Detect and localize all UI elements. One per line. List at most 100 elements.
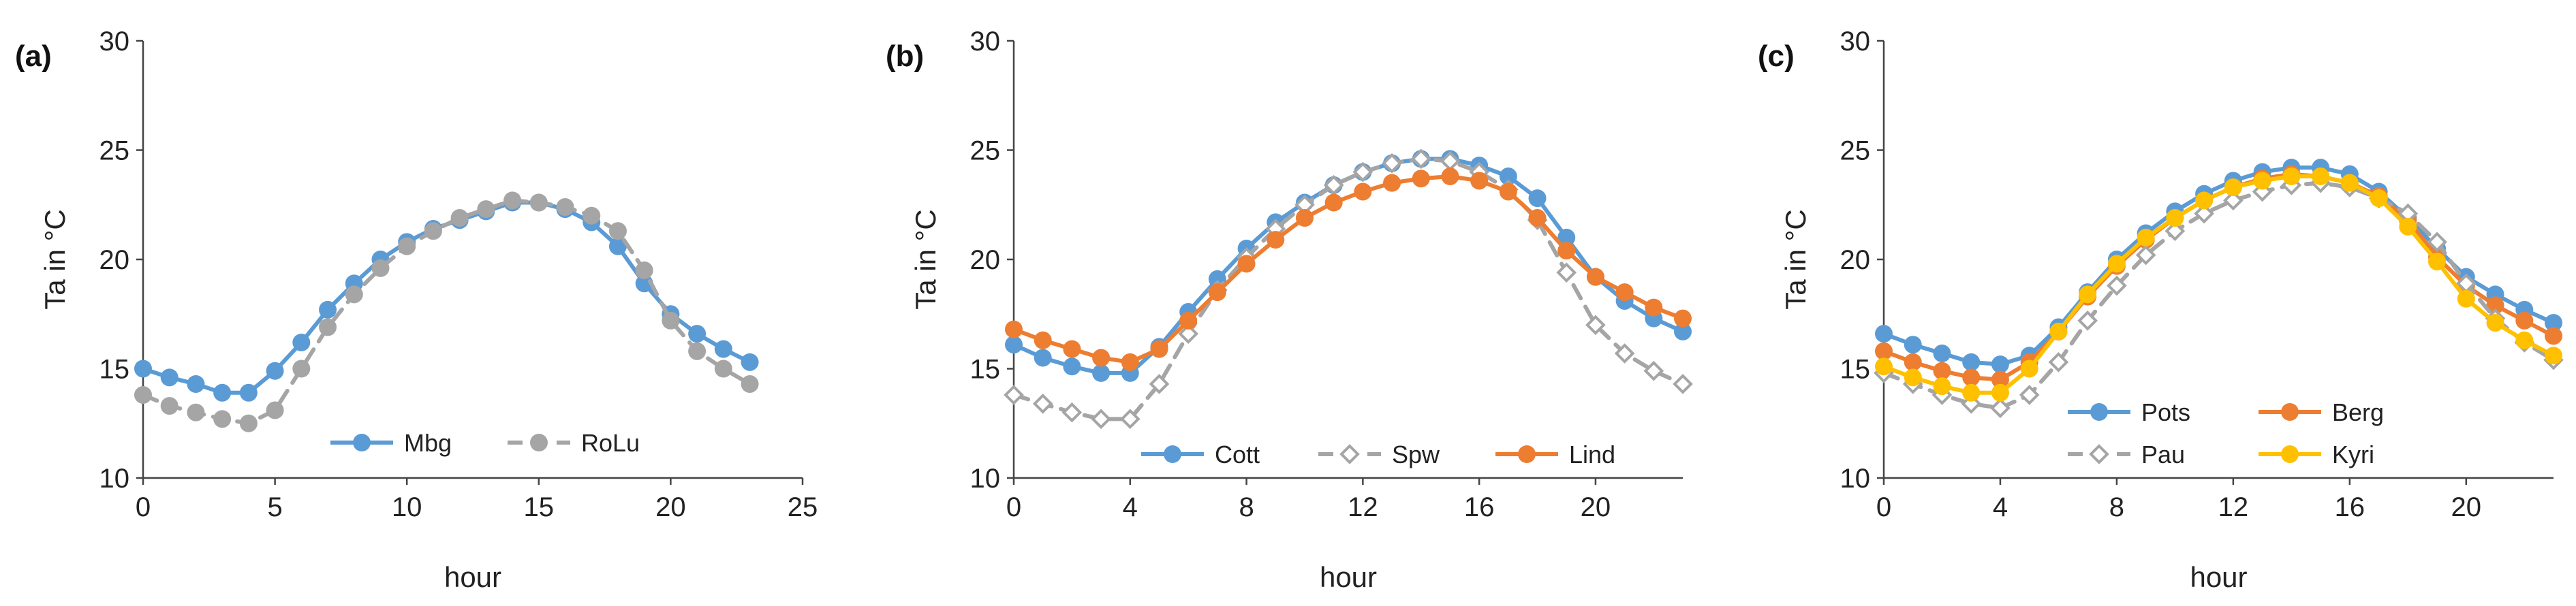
y-tick-label-1: 15 (970, 355, 1001, 385)
legend-item-Cott: Cott (1141, 441, 1260, 468)
x-axis-label-1: hour (1320, 561, 1377, 593)
data-point-Lind (1005, 320, 1023, 338)
series-Cott (1005, 150, 1692, 382)
data-point-Pots (1904, 336, 1922, 354)
data-point-Mbg (319, 300, 337, 319)
data-point-Mbg (213, 383, 232, 402)
data-point-Cott (1005, 336, 1023, 354)
data-point-Lind (1557, 242, 1576, 260)
series-Berg (1875, 165, 2562, 389)
legend-swatch-marker-Pau (2089, 444, 2109, 464)
data-point-Kyri (2312, 168, 2330, 186)
panel-0: (a) 10 15 20 25 30 0 5 10 15 20 25 hour Ta in °C Mbg Ro… (15, 27, 818, 593)
data-point-Spw (1410, 148, 1431, 170)
y-tick-label-0: 15 (99, 355, 130, 385)
x-tick-label-1: 20 (1581, 492, 1611, 522)
x-tick-label-0: 20 (655, 492, 686, 522)
x-tick-label-2: 8 (2109, 492, 2124, 522)
legend-label-Spw: Spw (1392, 441, 1440, 468)
data-point-Pots (1875, 325, 1893, 343)
legend-swatch-marker-RoLu (530, 434, 548, 451)
data-point-Kyri (2166, 209, 2184, 227)
data-point-Lind (1470, 172, 1489, 190)
legend-item-Lind: Lind (1495, 441, 1615, 468)
data-point-Kyri (2370, 189, 2388, 208)
legend-label-Mbg: Mbg (404, 429, 452, 457)
data-point-Kyri (2224, 178, 2242, 197)
x-tick-label-0: 0 (136, 492, 151, 522)
legend-item-Kyri: Kyri (2259, 441, 2374, 468)
x-tick-label-2: 4 (1993, 492, 2008, 522)
data-point-Lind (1499, 182, 1517, 201)
data-point-Lind (1267, 231, 1285, 249)
data-point-Kyri (2079, 285, 2097, 304)
data-point-RoLu (134, 386, 152, 404)
legend-item-Mbg: Mbg (330, 429, 452, 457)
legend-swatch-marker-Berg (2281, 403, 2299, 421)
data-point-Pau (2194, 203, 2214, 224)
data-point-Cott (1557, 228, 1576, 246)
y-tick-label-1: 10 (970, 464, 1001, 494)
series-line-Lind (1012, 174, 1685, 364)
data-point-RoLu (345, 285, 363, 304)
x-tick-label-0: 15 (524, 492, 555, 522)
legend-label-Cott: Cott (1215, 441, 1260, 468)
x-tick-label-0: 25 (788, 492, 818, 522)
data-point-Lind (1092, 349, 1111, 367)
legend-item-Berg: Berg (2259, 398, 2384, 426)
data-point-Berg (1875, 342, 1893, 360)
y-tick-label-1: 25 (970, 136, 1001, 166)
y-tick-label-2: 15 (1840, 355, 1871, 385)
x-tick-label-0: 5 (267, 492, 282, 522)
data-point-Kyri (1991, 383, 2009, 402)
series-Kyri (1875, 168, 2562, 402)
x-tick-label-1: 12 (1348, 492, 1378, 522)
data-point-Kyri (1904, 368, 1922, 387)
data-point-Berg (2486, 296, 2504, 315)
legend-label-Kyri: Kyri (2332, 441, 2374, 468)
data-point-Berg (1933, 362, 1951, 380)
data-point-Kyri (2428, 253, 2447, 271)
data-point-RoLu (266, 401, 284, 419)
series-Spw (1004, 148, 1693, 430)
data-point-RoLu (714, 360, 732, 378)
legend-swatch-marker-Cott (1164, 445, 1181, 463)
data-point-RoLu (239, 414, 258, 432)
legend-swatch-marker-Lind (1518, 445, 1536, 463)
data-point-Lind (1179, 311, 1198, 330)
series-RoLu (134, 191, 759, 432)
data-point-Mbg (187, 374, 205, 393)
data-point-Lind (1674, 309, 1692, 328)
data-point-RoLu (503, 191, 522, 210)
data-point-Kyri (2282, 168, 2301, 186)
data-point-Cott (1674, 322, 1692, 340)
legend-label-RoLu: RoLu (581, 429, 640, 457)
data-point-Kyri (1933, 377, 1951, 396)
legend-item-Pots: Pots (2068, 398, 2190, 426)
legend-swatch-marker-Mbg (353, 434, 371, 451)
y-tick-label-2: 25 (1840, 136, 1871, 166)
series-line-Mbg (141, 200, 752, 395)
data-point-RoLu (319, 318, 337, 336)
data-point-Berg (2515, 311, 2534, 330)
data-point-Kyri (1962, 383, 1981, 402)
data-point-RoLu (371, 259, 390, 277)
data-point-RoLu (583, 206, 601, 225)
panel-1: (b) 10 15 20 25 30 0 4 8 12 16 20 hour Ta in °C Cott Sp… (886, 27, 1693, 593)
data-point-Kyri (2253, 172, 2271, 190)
data-point-RoLu (398, 237, 416, 255)
data-point-Spw (1585, 315, 1606, 336)
data-point-Spw (1091, 409, 1111, 430)
data-point-RoLu (477, 200, 495, 219)
legend-item-RoLu: RoLu (508, 429, 640, 457)
data-point-Kyri (2020, 360, 2038, 378)
data-point-RoLu (160, 397, 179, 415)
data-point-Lind (1441, 168, 1459, 186)
data-point-Pau (2223, 190, 2244, 211)
data-point-RoLu (187, 403, 205, 421)
data-point-Lind (1615, 283, 1634, 302)
data-point-Spw (1643, 360, 1664, 381)
data-point-Mbg (688, 325, 707, 343)
data-point-Kyri (2457, 289, 2475, 308)
data-point-RoLu (662, 311, 680, 330)
